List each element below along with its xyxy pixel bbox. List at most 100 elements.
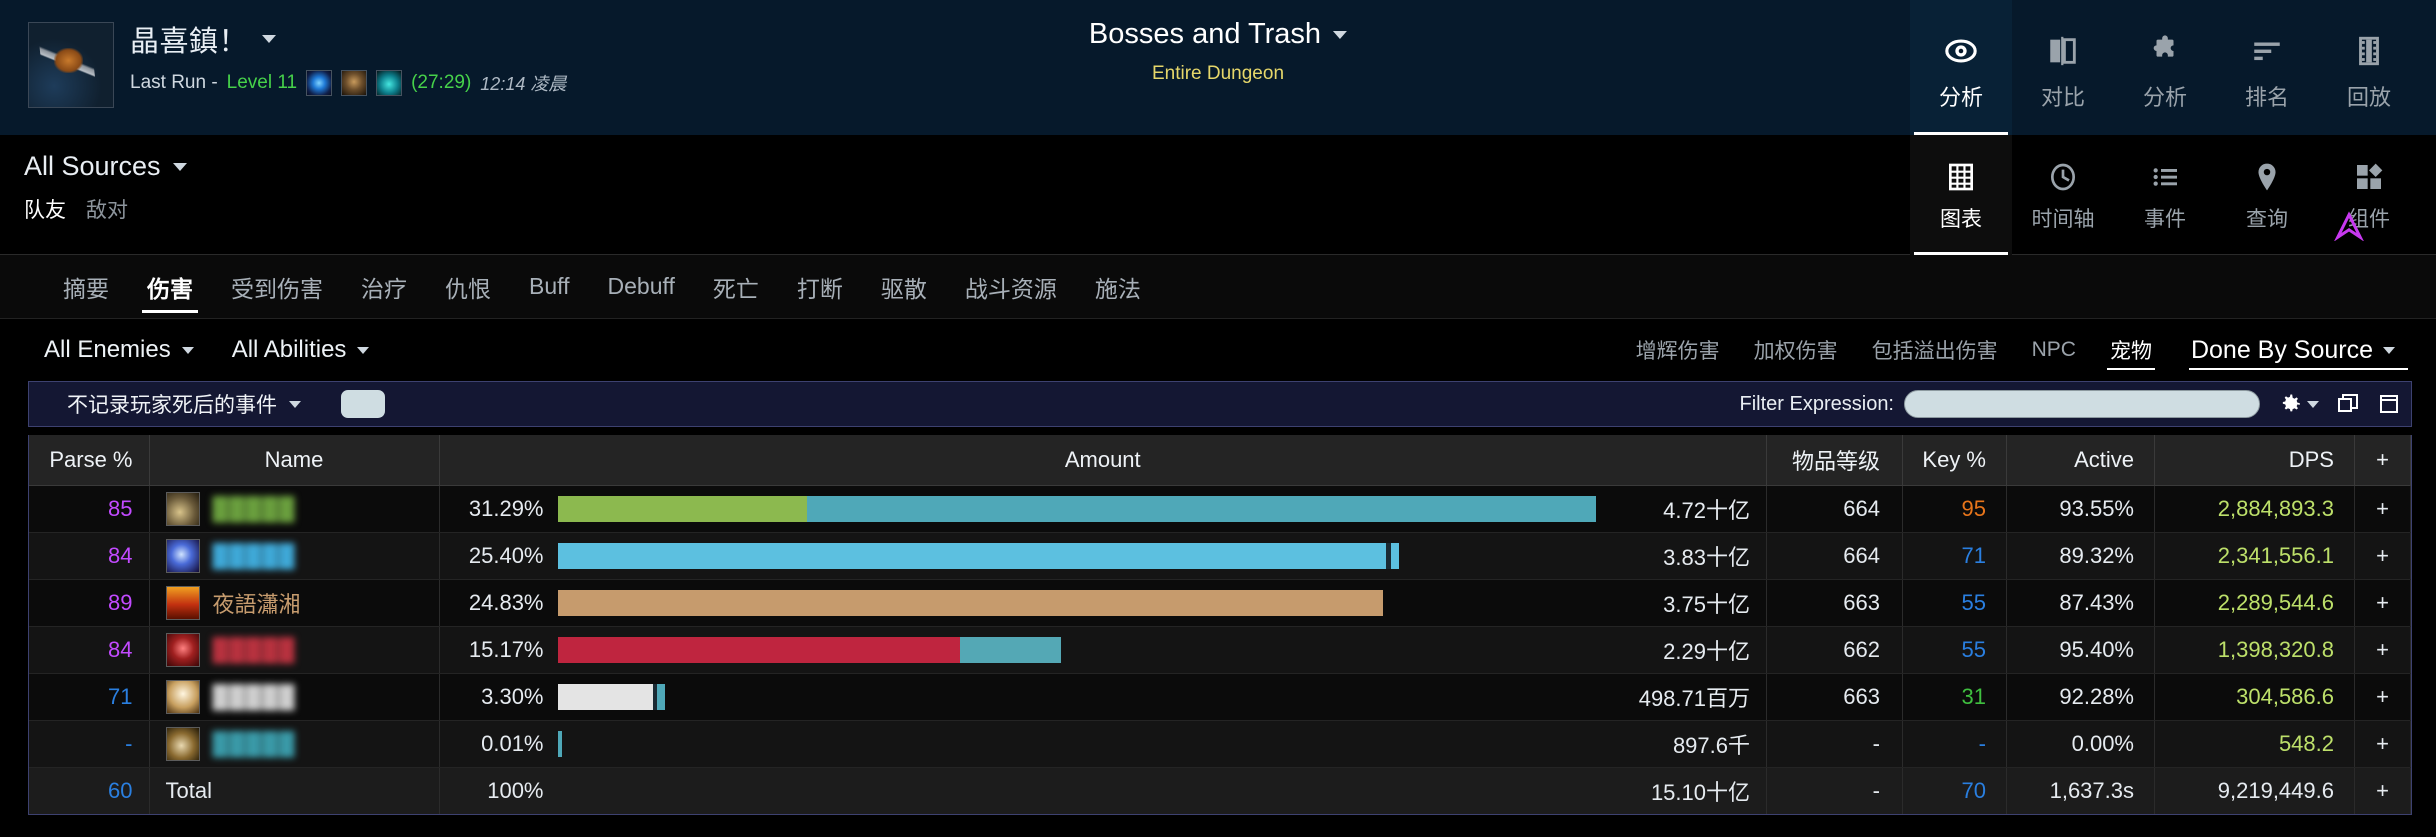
subnav-item-timeline[interactable]: 时间轴 xyxy=(2012,135,2114,255)
done-by-source-dropdown[interactable]: Done By Source xyxy=(2169,330,2412,370)
expand-row-button[interactable]: + xyxy=(2354,485,2411,533)
option-pets[interactable]: 宠物 xyxy=(2093,330,2169,370)
option-npc[interactable]: NPC xyxy=(2031,338,2076,361)
expand-row-button[interactable]: + xyxy=(2354,673,2411,721)
nav-item-replay[interactable]: 回放 xyxy=(2318,0,2420,135)
cell-total-active: 1,637.3s xyxy=(2006,767,2155,814)
tab-threat[interactable]: 仇恨 xyxy=(445,275,491,302)
cell-parse: - xyxy=(29,720,150,768)
chevron-down-icon[interactable] xyxy=(1333,30,1348,39)
col-key[interactable]: Key % xyxy=(1902,435,2007,486)
cell-name[interactable]: █████ xyxy=(149,626,440,674)
toggle-enemies[interactable]: 敌对 xyxy=(86,199,128,222)
table-row[interactable]: 84 █████ 15.17% 2.29十亿 662 55 95.40% 1,398,320.… xyxy=(29,626,2411,674)
option-amplified-damage[interactable]: 增辉伤害 xyxy=(1635,340,1720,363)
expand-row-button[interactable]: + xyxy=(2354,720,2411,768)
tab-casts[interactable]: 施法 xyxy=(1094,275,1141,302)
brand-logo-icon xyxy=(2332,211,2366,242)
option-include-overkill[interactable]: 包括溢出伤害 xyxy=(1871,340,1998,363)
subnav-item-charts[interactable]: 图表 xyxy=(1910,135,2012,255)
player-name: 夜語瀟湘 xyxy=(212,591,301,617)
tab-dispels[interactable]: 驱散 xyxy=(880,275,927,302)
window-icon[interactable] xyxy=(2377,392,2401,416)
tab-damage-done[interactable]: 伤害 xyxy=(128,255,212,319)
cell-name[interactable]: █████ xyxy=(149,673,440,721)
subnav-item-events[interactable]: 事件 xyxy=(2114,135,2216,255)
subnav-item-query[interactable]: 查询 xyxy=(2216,135,2318,255)
popout-icon[interactable] xyxy=(2336,392,2360,416)
death-filter-dropdown[interactable]: 不记录玩家死后的事件 xyxy=(67,389,301,419)
amount-percent: 0.01% xyxy=(481,730,544,756)
filter-expression-group: Filter Expression: xyxy=(1740,382,2402,426)
spec-icon-pet xyxy=(165,726,200,761)
col-add[interactable]: + xyxy=(2354,435,2411,486)
cell-name[interactable]: █████ xyxy=(149,532,440,580)
tab-deaths[interactable]: 死亡 xyxy=(712,275,759,302)
top-header: 晶喜鎮！ Last Run - Level 11 (27:29) 12:14 凌… xyxy=(0,0,2436,135)
col-parse[interactable]: Parse % xyxy=(29,435,150,486)
tab-resources[interactable]: 战斗资源 xyxy=(964,275,1057,302)
col-dps[interactable]: DPS xyxy=(2154,435,2355,486)
chevron-down-icon xyxy=(289,400,301,408)
all-sources-dropdown[interactable]: All Sources xyxy=(24,151,187,182)
toggle-pill[interactable] xyxy=(341,390,385,418)
tab-buffs[interactable]: Buff xyxy=(529,273,570,299)
tab-debuffs[interactable]: Debuff xyxy=(607,273,675,299)
cell-name[interactable]: 夜語瀟湘 xyxy=(149,579,440,627)
cell-name[interactable]: █████ xyxy=(149,720,440,768)
subnav-label: 事件 xyxy=(2144,208,2186,231)
list-icon xyxy=(2149,157,2181,197)
nav-item-compare[interactable]: 对比 xyxy=(2012,0,2114,135)
nav-item-analyze[interactable]: 分析 xyxy=(2114,0,2216,135)
amount-bar xyxy=(557,589,1384,616)
table-header-row: Parse % Name Amount 物品等级 Key % Active DP… xyxy=(29,435,2411,486)
secondary-nav: 图表 时间轴 xyxy=(1910,135,2420,255)
tab-damage-taken[interactable]: 受到伤害 xyxy=(231,275,323,302)
tab-interrupts[interactable]: 打断 xyxy=(796,275,843,302)
cell-active: 95.40% xyxy=(2006,626,2155,674)
source-selector: All Sources 队友 敌对 xyxy=(24,151,187,224)
subnav-item-widgets[interactable]: 组件 xyxy=(2318,135,2420,255)
nav-label: 分析 xyxy=(2142,84,2187,110)
cell-name[interactable]: █████ xyxy=(149,485,440,533)
col-active[interactable]: Active xyxy=(2006,435,2155,486)
expand-row-button[interactable]: + xyxy=(2354,532,2411,580)
gear-icon[interactable] xyxy=(2277,391,2319,417)
expand-row-button[interactable]: + xyxy=(2354,626,2411,674)
col-ilvl[interactable]: 物品等级 xyxy=(1766,435,1903,486)
cell-total-dps: 9,219,449.6 xyxy=(2154,767,2355,814)
col-amount[interactable]: Amount xyxy=(439,435,1767,486)
option-weighted-damage[interactable]: 加权伤害 xyxy=(1753,340,1838,363)
amount-percent: 3.30% xyxy=(481,683,544,709)
toggle-friendlies[interactable]: 队友 xyxy=(24,199,66,222)
spec-icon-deathknight xyxy=(165,632,200,667)
chevron-down-icon[interactable] xyxy=(262,35,277,43)
table-row[interactable]: 71 █████ 3.30% 498.71百万 663 31 92.28% 304,586.6… xyxy=(29,673,2411,721)
amount-value: 2.29十亿 xyxy=(1663,638,1750,664)
col-name[interactable]: Name xyxy=(149,435,440,486)
cell-dps: 2,341,556.1 xyxy=(2154,532,2355,580)
table-toolbar: 不记录玩家死后的事件 Filter Expression: xyxy=(28,381,2412,427)
amount-bar-track xyxy=(557,495,1597,522)
table-row[interactable]: 89 夜語瀟湘 24.83% 3.75十亿 663 55 87.43% 2,289,544.6… xyxy=(29,579,2411,627)
subnav-label: 查询 xyxy=(2246,208,2288,231)
cell-amount: 0.01% 897.6千 xyxy=(439,720,1767,768)
nav-item-rankings[interactable]: 排名 xyxy=(2216,0,2318,135)
tab-summary[interactable]: 摘要 xyxy=(63,275,109,302)
nav-item-analysis[interactable]: 分析 xyxy=(1910,0,2012,135)
expand-row-button[interactable]: + xyxy=(2354,579,2411,627)
amount-value: 4.72十亿 xyxy=(1663,497,1750,523)
amount-percent: 31.29% xyxy=(468,495,544,521)
amount-value: 498.71百万 xyxy=(1638,685,1750,711)
table-row[interactable]: 84 █████ 25.40% 3.83十亿 664 71 89.32% 2,341,556.… xyxy=(29,532,2411,580)
table-row[interactable]: - █████ 0.01% 897.6千 - -0.00% 548.2 + xyxy=(29,720,2411,768)
amount-value: 897.6千 xyxy=(1672,732,1750,758)
table-row[interactable]: 85 █████ 31.29% 4.72十亿 664 95 93.55% 2,884,893.… xyxy=(29,485,2411,533)
expand-total-button[interactable]: + xyxy=(2354,767,2411,814)
all-enemies-dropdown[interactable]: All Enemies xyxy=(44,336,194,364)
report-meta: 晶喜鎮！ Last Run - Level 11 (27:29) 12:14 凌… xyxy=(130,18,566,96)
tab-healing[interactable]: 治疗 xyxy=(361,275,407,302)
all-abilities-dropdown[interactable]: All Abilities xyxy=(232,336,370,364)
cell-key: 71 xyxy=(1902,532,2007,580)
filter-expression-input[interactable] xyxy=(1904,390,2260,418)
